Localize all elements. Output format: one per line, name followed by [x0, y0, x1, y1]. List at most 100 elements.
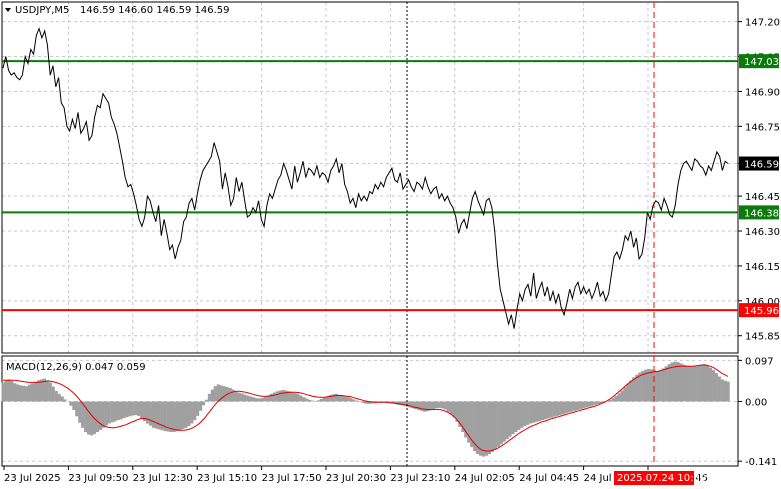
macd-bar	[178, 401, 182, 431]
collapse-arrow-icon[interactable]	[5, 8, 11, 12]
macd-bar	[140, 401, 144, 419]
macd-bar	[231, 389, 235, 402]
macd-bar	[487, 401, 491, 454]
macd-bar	[340, 395, 344, 402]
price-pane: USDJPY,M5 146.59 146.60 146.59 146.59 14…	[1, 1, 780, 354]
macd-bar	[499, 401, 503, 445]
time-axis-label: 24 Jul 04:45	[519, 473, 579, 484]
macd-bar	[95, 401, 99, 432]
macd-bar	[573, 401, 577, 411]
macd-bar	[128, 401, 132, 417]
macd-bar	[517, 401, 521, 430]
macd-bar	[31, 383, 35, 402]
macd-bar	[63, 399, 67, 402]
macd-bar	[4, 380, 8, 402]
macd-bar	[361, 401, 365, 403]
macd-bar	[352, 399, 356, 402]
macd-bar	[113, 401, 117, 422]
macd-bar	[417, 401, 421, 410]
macd-bar	[343, 396, 347, 402]
macd-bar	[399, 401, 403, 406]
macd-bar	[193, 401, 197, 421]
macd-bar	[243, 394, 247, 402]
macd-bar	[476, 401, 480, 454]
time-axis-label: 24 Jul 07:25	[584, 473, 644, 484]
macd-bar	[367, 401, 371, 404]
macd-bar	[160, 401, 164, 431]
macd-bar	[84, 401, 88, 432]
macd-bar	[726, 381, 730, 402]
macd-bar	[661, 368, 665, 402]
macd-bar	[520, 401, 524, 428]
macd-bar	[673, 361, 677, 402]
current-price-tag	[739, 156, 779, 171]
price-pane-border	[1, 1, 739, 354]
macd-axis-label: 0.097	[745, 356, 774, 367]
macd-bar	[328, 395, 332, 402]
price-axis-label: 146.15	[745, 262, 780, 273]
macd-bar	[620, 390, 624, 402]
macd-bar	[125, 401, 129, 418]
macd-bar	[561, 401, 565, 415]
macd-bar	[428, 401, 433, 411]
macd-bar	[54, 390, 58, 402]
macd-bar	[143, 401, 147, 421]
macd-bar	[319, 398, 323, 402]
macd-bar	[311, 400, 315, 402]
macd-bar	[617, 393, 621, 402]
macd-bar	[449, 401, 453, 415]
macd-bar	[154, 401, 158, 429]
macd-bar	[263, 397, 267, 402]
macd-bar	[166, 401, 170, 432]
symbol-label: USDJPY,M5	[15, 5, 69, 16]
macd-bar	[116, 401, 120, 421]
chart-header: USDJPY,M5 146.59 146.60 146.59 146.59	[5, 5, 230, 16]
macd-bar	[688, 366, 692, 402]
macd-bar	[511, 401, 515, 435]
macd-bar	[302, 397, 306, 402]
macd-bar	[308, 399, 312, 402]
macd-bar	[228, 387, 232, 402]
level-tag-147.03	[739, 54, 779, 69]
macd-bar	[89, 401, 94, 436]
macd-bar	[697, 365, 701, 402]
level-tag-145.96	[739, 303, 779, 318]
price-axis-label: 146.30	[745, 227, 780, 238]
macd-bar	[647, 368, 651, 402]
macd-bar	[181, 401, 185, 429]
macd-bar	[700, 364, 704, 402]
price-grid	[2, 2, 738, 353]
macd-bar	[334, 393, 338, 402]
time-axis-label: 23 Jul 20:30	[326, 473, 386, 484]
macd-bar	[45, 380, 49, 402]
macd-bar	[151, 401, 155, 428]
price-axis-label: 146.90	[745, 87, 780, 98]
macd-bar	[346, 397, 350, 402]
macd-bar	[1, 382, 5, 402]
macd-bar	[187, 401, 191, 427]
price-axis-label: 145.85	[745, 332, 780, 343]
macd-bar	[169, 401, 173, 432]
macd-bar	[325, 396, 329, 402]
macd-bar	[364, 401, 368, 404]
macd-bar	[299, 395, 303, 402]
macd-bar	[446, 401, 450, 412]
macd-bar	[455, 401, 459, 422]
macd-bar	[549, 401, 553, 418]
macd-bar	[649, 369, 654, 402]
macd-bar	[287, 391, 291, 402]
time-markers	[406, 2, 655, 353]
macd-bar	[540, 401, 545, 421]
time-highlight-label: 2025.07.24 10:30	[617, 473, 706, 484]
macd-bar	[411, 401, 415, 409]
macd-bar	[635, 374, 639, 402]
macd-bar	[57, 393, 61, 402]
macd-bar	[201, 401, 206, 406]
macd-bar	[98, 401, 102, 430]
macd-bar	[484, 401, 489, 456]
time-axis-label: 23 Jul 12:30	[133, 473, 193, 484]
macd-bar	[131, 401, 135, 416]
macd-bar	[172, 401, 176, 432]
macd-bar	[207, 393, 211, 402]
